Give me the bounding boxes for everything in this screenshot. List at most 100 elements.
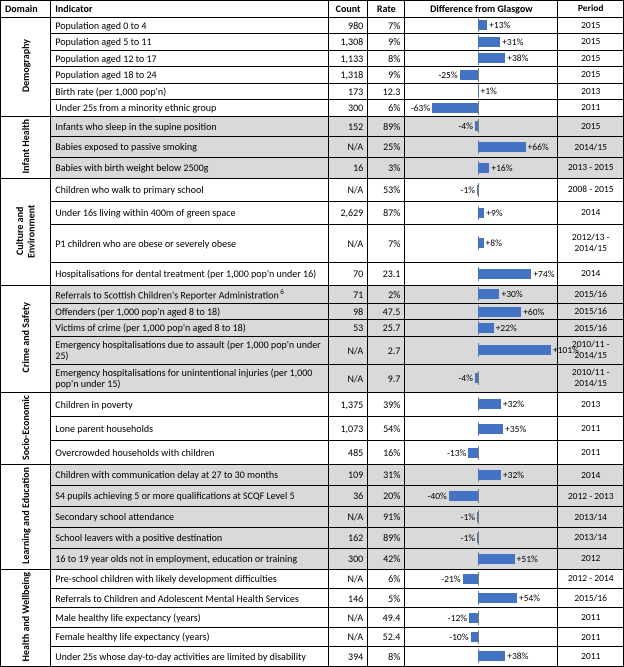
diff-bar — [463, 574, 478, 584]
baseline — [478, 371, 479, 385]
diff-label: +60% — [523, 305, 544, 319]
diff-cell: +1% — [405, 83, 558, 100]
rate-cell: 9% — [368, 67, 405, 84]
diff-bar — [478, 323, 494, 333]
domain-label: Learning and Education — [20, 467, 32, 564]
count-cell: 2,629 — [328, 201, 367, 224]
period-cell: 2014 — [558, 201, 624, 224]
diff-cell: +51% — [405, 548, 558, 569]
period-cell: 2015 — [558, 17, 624, 34]
rate-cell: 9.7 — [368, 364, 405, 392]
period-cell: 2014 — [558, 262, 624, 285]
rate-cell: 2% — [368, 286, 405, 304]
baseline — [478, 510, 479, 524]
baseline — [478, 572, 479, 586]
diff-bar — [468, 448, 477, 458]
header-period: Period — [558, 1, 624, 18]
diff-cell: +101% — [405, 336, 558, 364]
diff-label: +38% — [507, 51, 528, 65]
indicator-cell: Pre-school children with likely developm… — [51, 569, 329, 588]
indicator-table: Domain Indicator Count Rate Difference f… — [0, 0, 624, 667]
baseline — [478, 119, 479, 133]
indicator-cell: Hospitalisations for dental treatment (p… — [51, 262, 329, 285]
diff-cell: -63% — [405, 100, 558, 117]
period-cell: 2013/14 — [558, 507, 624, 528]
diff-cell: +8% — [405, 224, 558, 262]
indicator-cell: Lone parent households — [51, 416, 329, 440]
rate-cell: 8% — [368, 647, 405, 666]
diff-bar — [478, 53, 506, 63]
count-cell: 109 — [328, 465, 367, 486]
diff-label: +30% — [501, 287, 522, 301]
diff-label: -4% — [458, 119, 473, 133]
diff-cell: -21% — [405, 569, 558, 588]
rate-cell: 31% — [368, 465, 405, 486]
diff-bar — [475, 121, 478, 131]
table-row: Emergency hospitalisations for unintenti… — [1, 364, 624, 392]
diff-cell: +35% — [405, 416, 558, 440]
count-cell: 98 — [328, 303, 367, 320]
diff-label: +51% — [517, 552, 538, 566]
table-row: Lone parent households1,07354%+35%2011 — [1, 416, 624, 440]
domain-label: Crime and Safety — [20, 302, 32, 372]
diff-cell: -13% — [405, 441, 558, 465]
diff-bar — [478, 208, 485, 218]
indicator-cell: Referrals to Scottish Children's Reporte… — [51, 286, 329, 304]
indicator-cell: Population aged 18 to 24 — [51, 67, 329, 84]
indicator-cell: Male healthy life expectancy (years) — [51, 608, 329, 627]
baseline — [478, 611, 479, 625]
rate-cell: 23.1 — [368, 262, 405, 285]
count-cell: N/A — [328, 569, 367, 588]
rate-cell: 9% — [368, 34, 405, 51]
diff-cell: +30% — [405, 286, 558, 304]
period-cell: 2012 - 2014 — [558, 569, 624, 588]
indicator-cell: Population aged 0 to 4 — [51, 17, 329, 34]
period-cell: 2015/16 — [558, 303, 624, 320]
table-row: Health and WellbeingPre-school children … — [1, 569, 624, 588]
diff-cell: +9% — [405, 201, 558, 224]
indicator-cell: Female healthy life expectancy (years) — [51, 627, 329, 646]
diff-bar — [478, 269, 532, 279]
count-cell: 1,318 — [328, 67, 367, 84]
diff-label: -63% — [411, 101, 430, 115]
count-cell: N/A — [328, 364, 367, 392]
diff-cell: +60% — [405, 303, 558, 320]
table-row: Secondary school attendanceN/A91%-1%2013… — [1, 507, 624, 528]
count-cell: 53 — [328, 320, 367, 337]
diff-label: -12% — [448, 611, 467, 625]
table-row: 16 to 19 year olds not in employment, ed… — [1, 548, 624, 569]
count-cell: N/A — [328, 137, 367, 158]
period-cell: 2013/14 — [558, 527, 624, 548]
count-cell: 300 — [328, 100, 367, 117]
rate-cell: 25.7 — [368, 320, 405, 337]
period-cell: 2008 - 2015 — [558, 178, 624, 201]
baseline — [478, 101, 479, 115]
header-row: Domain Indicator Count Rate Difference f… — [1, 1, 624, 18]
diff-label: +74% — [533, 267, 554, 281]
table-row: Infant HealthInfants who sleep in the su… — [1, 116, 624, 137]
count-cell: 71 — [328, 286, 367, 304]
table-row: Babies with birth weight below 2500g163%… — [1, 157, 624, 178]
period-cell: 2015/16 — [558, 320, 624, 337]
period-cell: 2012/13 - 2014/15 — [558, 224, 624, 262]
table-row: Population aged 12 to 171,1338%+38%2015 — [1, 50, 624, 67]
diff-bar — [478, 470, 501, 480]
table-row: Crime and SafetyReferrals to Scottish Ch… — [1, 286, 624, 304]
indicator-cell: 16 to 19 year olds not in employment, ed… — [51, 548, 329, 569]
domain-label: Demography — [20, 39, 32, 92]
table-row: Babies exposed to passive smokingN/A25%+… — [1, 137, 624, 158]
indicator-cell: Overcrowded households with children — [51, 441, 329, 465]
diff-bar — [478, 424, 503, 434]
header-diff: Difference from Glasgow — [405, 1, 558, 18]
rate-cell: 25% — [368, 137, 405, 158]
header-rate: Rate — [368, 1, 405, 18]
baseline — [478, 531, 479, 545]
count-cell: 1,308 — [328, 34, 367, 51]
diff-label: -13% — [447, 446, 466, 460]
diff-cell: -4% — [405, 364, 558, 392]
table-row: DemographyPopulation aged 0 to 49807%+13… — [1, 17, 624, 34]
count-cell: 162 — [328, 527, 367, 548]
rate-cell: 7% — [368, 17, 405, 34]
count-cell: N/A — [328, 224, 367, 262]
diff-cell: +38% — [405, 50, 558, 67]
